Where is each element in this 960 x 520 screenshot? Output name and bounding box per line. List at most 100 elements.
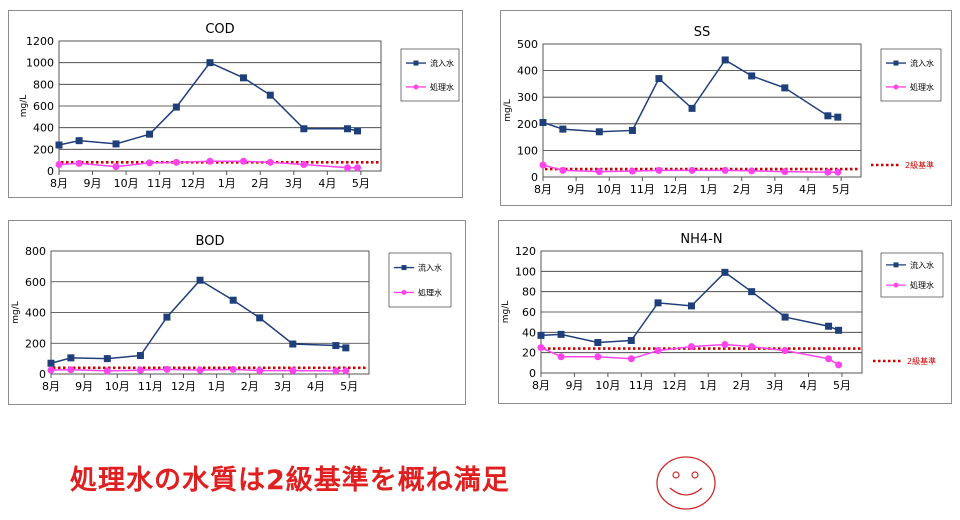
nh4-inflow-point xyxy=(654,299,662,307)
cod-inflow-point xyxy=(300,125,308,133)
cod-y-tick-label: 0 xyxy=(47,165,54,178)
bod-treated-point xyxy=(67,366,75,374)
cod-treated-point xyxy=(239,157,247,165)
bod-inflow-point xyxy=(342,344,350,352)
cod-x-tick-label: 9月 xyxy=(84,177,102,190)
cod-y-tick-label: 800 xyxy=(33,78,54,91)
ss-chart-title: SS xyxy=(694,25,711,40)
ss-inflow-point xyxy=(595,128,603,136)
bod-treated-point xyxy=(103,367,111,375)
bod-inflow-point xyxy=(256,314,264,322)
ss-treated-point xyxy=(539,161,547,169)
cod-y-tick-label: 1000 xyxy=(26,57,54,70)
cod-x-tick-label: 5月 xyxy=(352,177,370,190)
nh4-y-axis-label: mg/L xyxy=(501,301,511,324)
cod-inflow-point xyxy=(112,140,120,148)
smiley-right-eye xyxy=(691,471,699,479)
bod-inflow-point xyxy=(289,340,297,348)
bod-treated-point xyxy=(163,365,171,373)
ss-x-tick-label: 9月 xyxy=(567,183,585,196)
ss-inflow-point xyxy=(559,125,567,133)
bod-y-tick-label: 600 xyxy=(25,276,46,289)
ss-legend-label: 流入水 xyxy=(910,58,934,68)
bod-y-tick-label: 800 xyxy=(25,245,46,258)
ss-standard-legend-label: 2級基準 xyxy=(905,160,934,170)
nh4-x-tick-label: 11月 xyxy=(629,379,654,392)
cod-x-tick-label: 8月 xyxy=(50,177,68,190)
bod-treated-point xyxy=(136,366,144,374)
ss-inflow-point xyxy=(539,118,547,126)
nh4-legend-label: 処理水 xyxy=(910,280,934,290)
cod-inflow-point xyxy=(343,125,351,133)
ss-x-tick-label: 12月 xyxy=(663,183,688,196)
ss-inflow-point xyxy=(748,72,756,80)
cod-x-tick-label: 1月 xyxy=(218,177,236,190)
ss-y-tick-label: 100 xyxy=(517,144,538,157)
ss-treated-point xyxy=(834,168,842,176)
bod-treated-point xyxy=(289,367,297,375)
ss-x-tick-label: 8月 xyxy=(534,183,552,196)
ss-inflow-point xyxy=(824,112,832,120)
ss-plot-area xyxy=(543,44,861,177)
nh4-legend-box xyxy=(880,252,944,298)
nh4-inflow-point xyxy=(627,336,635,344)
bod-inflow-point xyxy=(229,296,237,304)
nh4-treated-point xyxy=(748,343,756,351)
nh4-treated-point xyxy=(627,355,635,363)
nh4-x-tick-label: 3月 xyxy=(766,379,784,392)
cod-legend-box xyxy=(400,48,460,102)
cod-inflow-point xyxy=(146,130,154,138)
nh4-x-tick-label: 12月 xyxy=(662,379,687,392)
ss-treated-point xyxy=(748,167,756,175)
bod-x-tick-label: 9月 xyxy=(75,380,93,393)
nh4-treated-point xyxy=(721,341,729,349)
ss-treated-point xyxy=(781,168,789,176)
chart-svg-ss: 0 100 200 300 400 500 8月 9月 10月 11月 12月 1月 2月 3月 4月 5月 S… xyxy=(503,25,942,196)
cod-legend-label: 流入水 xyxy=(430,58,454,68)
ss-y-tick-label: 300 xyxy=(517,91,538,104)
chart-panel-bod: 0 200 400 600 800 8月 9月 10月 11月 12月 1月 2月 3月 4月 5月 BOD m… xyxy=(8,220,466,405)
nh4-x-tick-label: 4月 xyxy=(800,379,818,392)
nh4-y-tick-label: 40 xyxy=(522,326,536,339)
bod-treated-point xyxy=(256,367,264,375)
cod-inflow-point xyxy=(172,103,180,111)
cod-y-tick-label: 400 xyxy=(33,122,54,135)
nh4-y-tick-label: 80 xyxy=(522,286,536,299)
nh4-legend-label: 流入水 xyxy=(910,260,934,270)
cod-inflow-point xyxy=(239,74,247,82)
bod-treated-point xyxy=(332,367,340,375)
nh4-y-tick-label: 20 xyxy=(522,347,536,360)
ss-treated-point xyxy=(688,166,696,174)
cod-legend-label: 処理水 xyxy=(430,82,454,92)
cod-y-tick-label: 600 xyxy=(33,100,54,113)
cod-inflow-point xyxy=(55,141,63,149)
nh4-chart-title: NH4-N xyxy=(680,232,722,247)
ss-inflow-point xyxy=(688,104,696,112)
nh4-x-tick-label: 8月 xyxy=(532,379,550,392)
nh4-inflow-point xyxy=(748,288,756,296)
nh4-legend-marker xyxy=(893,282,899,288)
smiley-left-eye xyxy=(672,471,680,479)
nh4-inflow-point xyxy=(781,313,789,321)
ss-x-tick-label: 11月 xyxy=(630,183,655,196)
ss-inflow-point xyxy=(721,56,729,64)
bod-chart-title: BOD xyxy=(196,234,225,249)
bod-y-axis-label: mg/L xyxy=(11,301,21,324)
ss-treated-point xyxy=(655,166,663,174)
nh4-treated-point xyxy=(687,343,695,351)
ss-inflow-point xyxy=(834,113,842,121)
bod-legend-box xyxy=(388,252,452,308)
cod-treated-point xyxy=(172,158,180,166)
bod-legend-label: 処理水 xyxy=(418,287,442,297)
cod-chart-title: COD xyxy=(205,22,234,37)
nh4-treated-point xyxy=(835,361,843,369)
cod-treated-point xyxy=(146,159,154,167)
cod-legend-marker xyxy=(413,84,419,90)
bod-x-tick-label: 3月 xyxy=(274,380,292,393)
nh4-plot-frame xyxy=(540,250,863,374)
chart-panel-cod: 0 200 400 600 800 1000 1200 8月 9月 10月 11月 12月 1月 2月 3月… xyxy=(8,10,463,198)
ss-y-tick-label: 400 xyxy=(517,65,538,78)
cod-treated-point xyxy=(343,164,351,172)
ss-inflow-point xyxy=(655,75,663,83)
bod-inflow-point xyxy=(67,354,75,362)
